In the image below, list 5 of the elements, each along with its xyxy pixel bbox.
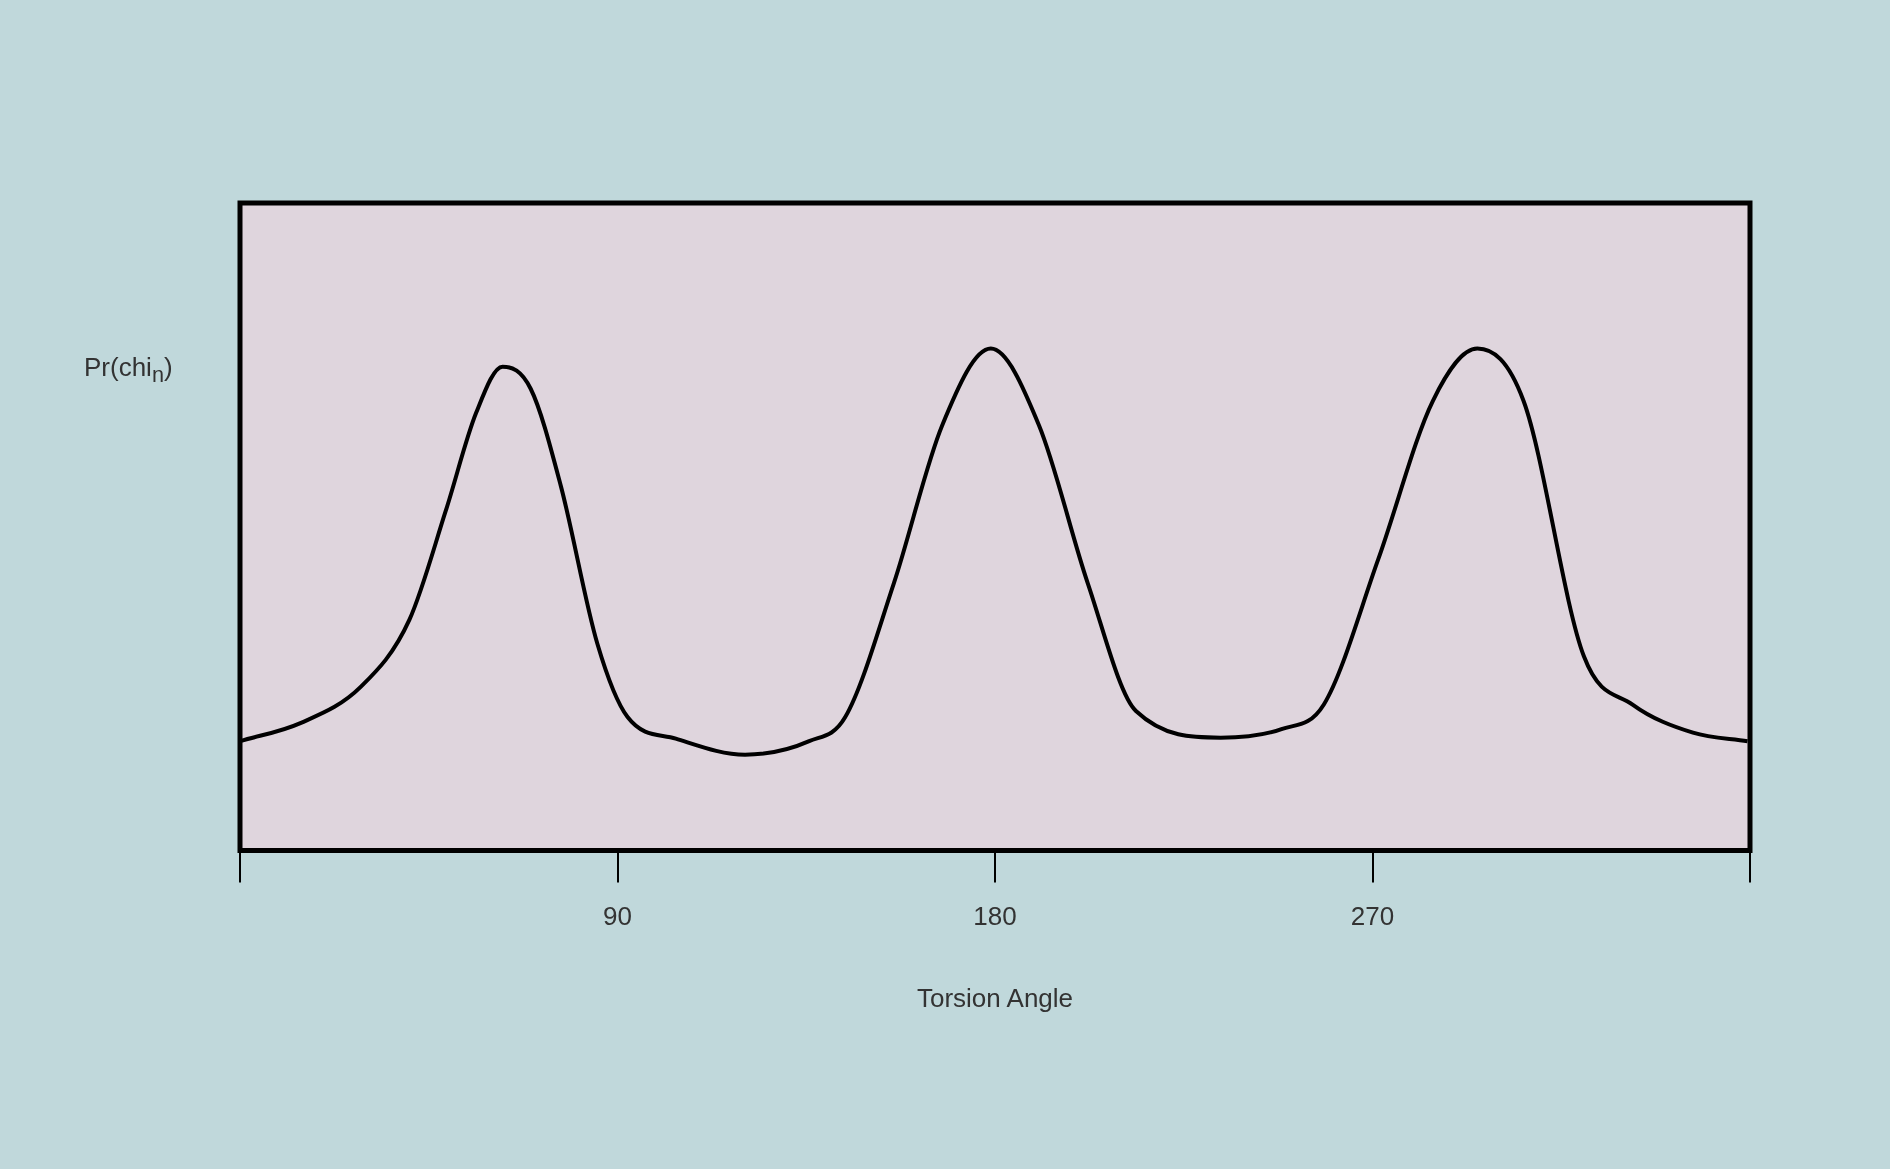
x-axis-title: Torsion Angle (916, 982, 1074, 1013)
y-axis-title: Pr(chi$_{n}$) (84, 352, 173, 389)
x-tick-label: 180 (973, 901, 1017, 932)
x-tick-label: 90 (603, 901, 632, 932)
x-tick-label: 270 (1350, 901, 1395, 932)
